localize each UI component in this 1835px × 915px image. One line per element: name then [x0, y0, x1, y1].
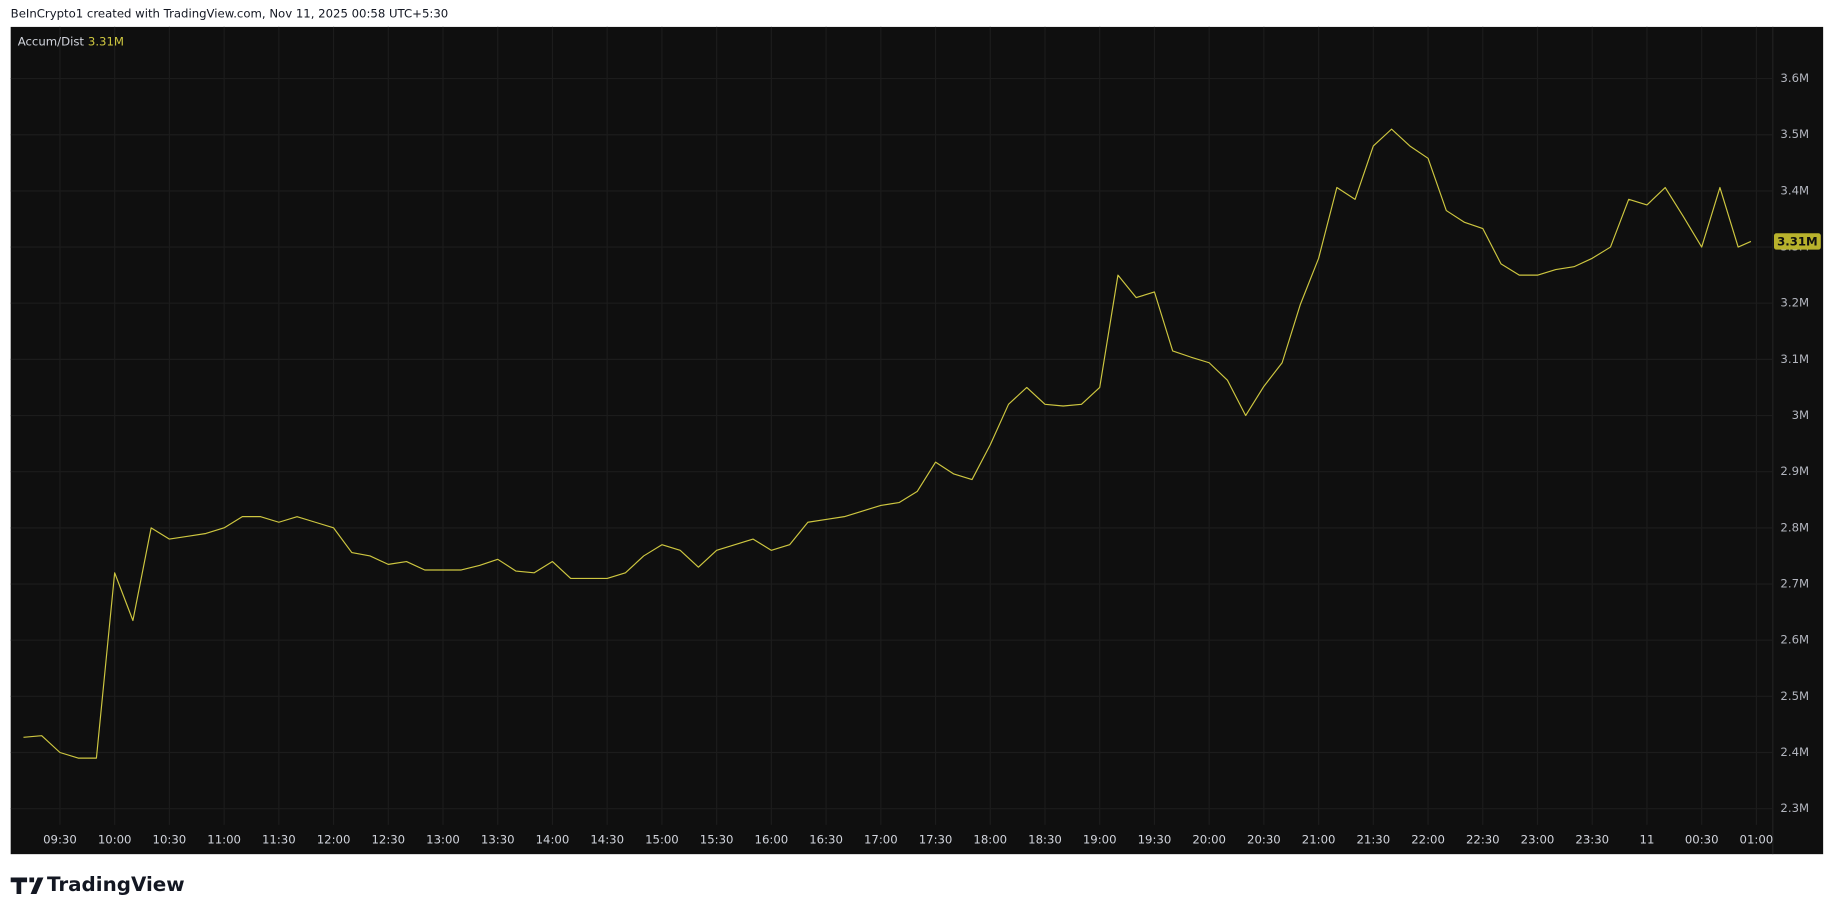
x-tick-label: 10:30 [153, 833, 187, 847]
x-tick-label: 23:30 [1575, 833, 1609, 847]
x-tick-label: 13:00 [426, 833, 460, 847]
chart-panel [10, 26, 1824, 855]
grid [10, 26, 1773, 825]
data-line [23, 128, 1752, 759]
x-tick-label: 19:30 [1138, 833, 1172, 847]
x-tick-label: 11:30 [262, 833, 296, 847]
y-tick-label: 2.9M [1780, 464, 1809, 478]
plot [23, 128, 1752, 759]
y-tick-label: 3.1M [1780, 352, 1809, 366]
x-tick-label: 12:00 [317, 833, 351, 847]
x-tick-label: 11 [1640, 833, 1655, 847]
x-tick-label: 14:30 [590, 833, 624, 847]
y-tick-label: 3.4M [1780, 183, 1809, 197]
x-tick-label: 19:00 [1083, 833, 1117, 847]
footer-logo: TradingView [10, 873, 185, 896]
x-tick-label: 11:00 [207, 833, 241, 847]
x-tick-label: 17:30 [919, 833, 953, 847]
y-tick-label: 3.2M [1780, 296, 1809, 310]
x-tick-label: 00:30 [1685, 833, 1719, 847]
x-tick-label: 23:00 [1521, 833, 1555, 847]
legend-value: 3.31M [88, 35, 124, 49]
brand-name: TradingView [47, 873, 185, 896]
x-tick-label: 17:00 [864, 833, 898, 847]
header-text: BeInCrypto1 created with TradingView.com… [11, 7, 449, 21]
logo-icon [10, 877, 44, 894]
y-tick-label: 3.5M [1780, 127, 1809, 141]
y-tick-label: 2.4M [1780, 745, 1809, 759]
x-tick-label: 20:30 [1247, 833, 1281, 847]
y-tick-label: 2.6M [1780, 633, 1809, 647]
x-tick-label: 13:30 [481, 833, 515, 847]
y-tick-label: 2.3M [1780, 801, 1809, 815]
y-tick-label: 2.8M [1780, 520, 1809, 534]
x-tick-label: 18:30 [1028, 833, 1062, 847]
x-tick-label: 12:30 [371, 833, 405, 847]
x-tick-label: 20:00 [1192, 833, 1226, 847]
x-tick-label: 21:30 [1356, 833, 1390, 847]
x-tick-label: 14:00 [536, 833, 570, 847]
x-tick-label: 22:30 [1466, 833, 1500, 847]
x-tick-label: 16:30 [809, 833, 843, 847]
x-tick-label: 10:00 [98, 833, 132, 847]
y-tick-label: 2.5M [1780, 689, 1809, 703]
price-tag [1773, 233, 1821, 250]
y-tick-label: 3.6M [1780, 71, 1809, 85]
x-tick-label: 15:00 [645, 833, 679, 847]
x-tick-label: 21:00 [1302, 833, 1336, 847]
x-tick-label: 09:30 [43, 833, 77, 847]
legend-name: Accum/Dist [18, 35, 85, 49]
x-tick-label: 16:00 [755, 833, 789, 847]
x-tick-label: 18:00 [973, 833, 1007, 847]
y-tick-label: 3M [1792, 408, 1810, 422]
x-tick-label: 01:00 [1740, 833, 1774, 847]
y-tick-label: 2.7M [1780, 577, 1809, 591]
x-tick-label: 15:30 [700, 833, 734, 847]
price-tag-label: 3.31M [1777, 235, 1817, 249]
x-tick-label: 22:00 [1411, 833, 1445, 847]
